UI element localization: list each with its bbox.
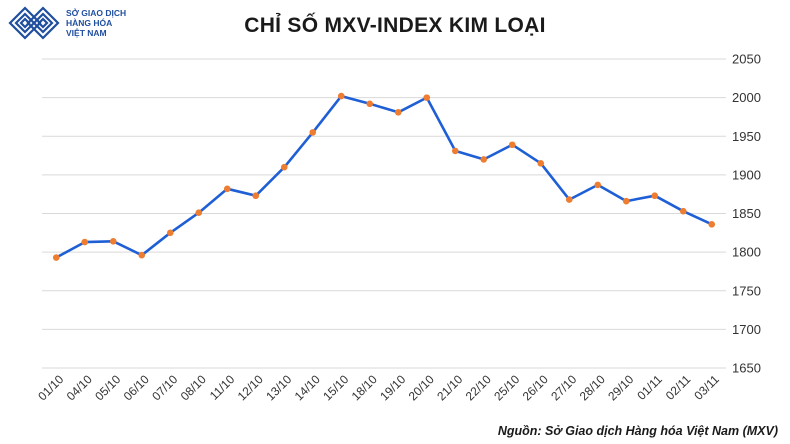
data-point: [622, 197, 630, 205]
x-tick-label: 19/10: [377, 372, 408, 403]
x-tick-label: 01/11: [634, 372, 665, 403]
x-tick-label: 04/10: [64, 372, 95, 403]
x-tick-label: 12/10: [235, 372, 266, 403]
x-tick-label: 26/10: [520, 372, 551, 403]
x-tick-label: 18/10: [349, 372, 380, 403]
data-point: [52, 254, 60, 261]
x-tick-label: 28/10: [577, 372, 608, 403]
logo-line: VIỆT NAM: [66, 28, 107, 38]
data-point: [508, 141, 516, 149]
x-tick-label: 22/10: [463, 372, 494, 403]
data-point: [708, 221, 716, 228]
x-tick-label: 25/10: [491, 372, 522, 403]
y-tick-label: 2000: [732, 90, 761, 105]
data-point: [451, 147, 459, 155]
data-point: [537, 159, 545, 167]
data-point: [679, 207, 687, 215]
data-point: [195, 209, 203, 217]
y-tick-label: 1900: [732, 167, 761, 182]
data-point: [109, 238, 117, 245]
x-tick-label: 21/10: [434, 372, 465, 403]
logo-text: SỞ GIAO DỊCH HÀNG HÓA VIỆT NAM: [66, 8, 126, 38]
data-point: [366, 100, 374, 108]
data-point: [309, 129, 317, 136]
logo: SỞ GIAO DỊCH HÀNG HÓA VIỆT NAM: [8, 6, 126, 40]
x-tick-label: 02/11: [663, 372, 694, 403]
x-tick-label: 13/10: [263, 372, 294, 403]
x-tick-label: 14/10: [292, 372, 323, 403]
source-note: Nguồn: Sở Giao dịch Hàng hóa Việt Nam (M…: [497, 424, 778, 438]
x-tick-label: 05/10: [92, 372, 123, 403]
x-tick-label: 08/10: [178, 372, 209, 403]
data-point: [651, 192, 659, 200]
y-tick-label: 1750: [732, 283, 761, 298]
x-tick-label: 29/10: [605, 372, 636, 403]
y-tick-label: 1950: [732, 129, 761, 144]
data-point: [394, 109, 402, 116]
y-tick-label: 2050: [732, 52, 761, 67]
data-point: [166, 229, 174, 237]
chart-title: CHỈ SỐ MXV-INDEX KIM LOẠI: [244, 14, 546, 37]
x-tick-label: 07/10: [149, 372, 180, 403]
data-point: [565, 196, 573, 203]
data-point: [252, 192, 260, 200]
data-point: [337, 92, 345, 100]
x-tick-label: 11/10: [207, 372, 238, 403]
data-point: [81, 238, 89, 246]
series-line: [55, 94, 713, 259]
logo-line: HÀNG HÓA: [66, 18, 113, 28]
data-point: [280, 163, 288, 171]
y-tick-label: 1800: [732, 245, 761, 260]
x-tick-label: 03/11: [691, 372, 722, 403]
data-point: [423, 94, 431, 101]
data-point: [594, 181, 602, 189]
x-tick-label: 20/10: [406, 372, 437, 403]
data-point: [223, 185, 231, 193]
x-tick-label: 01/10: [35, 372, 66, 403]
x-tick-label: 27/10: [548, 372, 579, 403]
mxv-logo-icon: [8, 6, 60, 40]
data-point: [138, 251, 146, 259]
logo-line: SỞ GIAO DỊCH: [66, 8, 127, 18]
x-tick-label: 15/10: [320, 372, 351, 403]
data-point: [480, 156, 488, 163]
y-tick-label: 1850: [732, 206, 761, 221]
x-tick-label: 06/10: [121, 372, 152, 403]
y-tick-label: 1700: [732, 322, 761, 337]
y-tick-label: 1650: [732, 361, 761, 376]
